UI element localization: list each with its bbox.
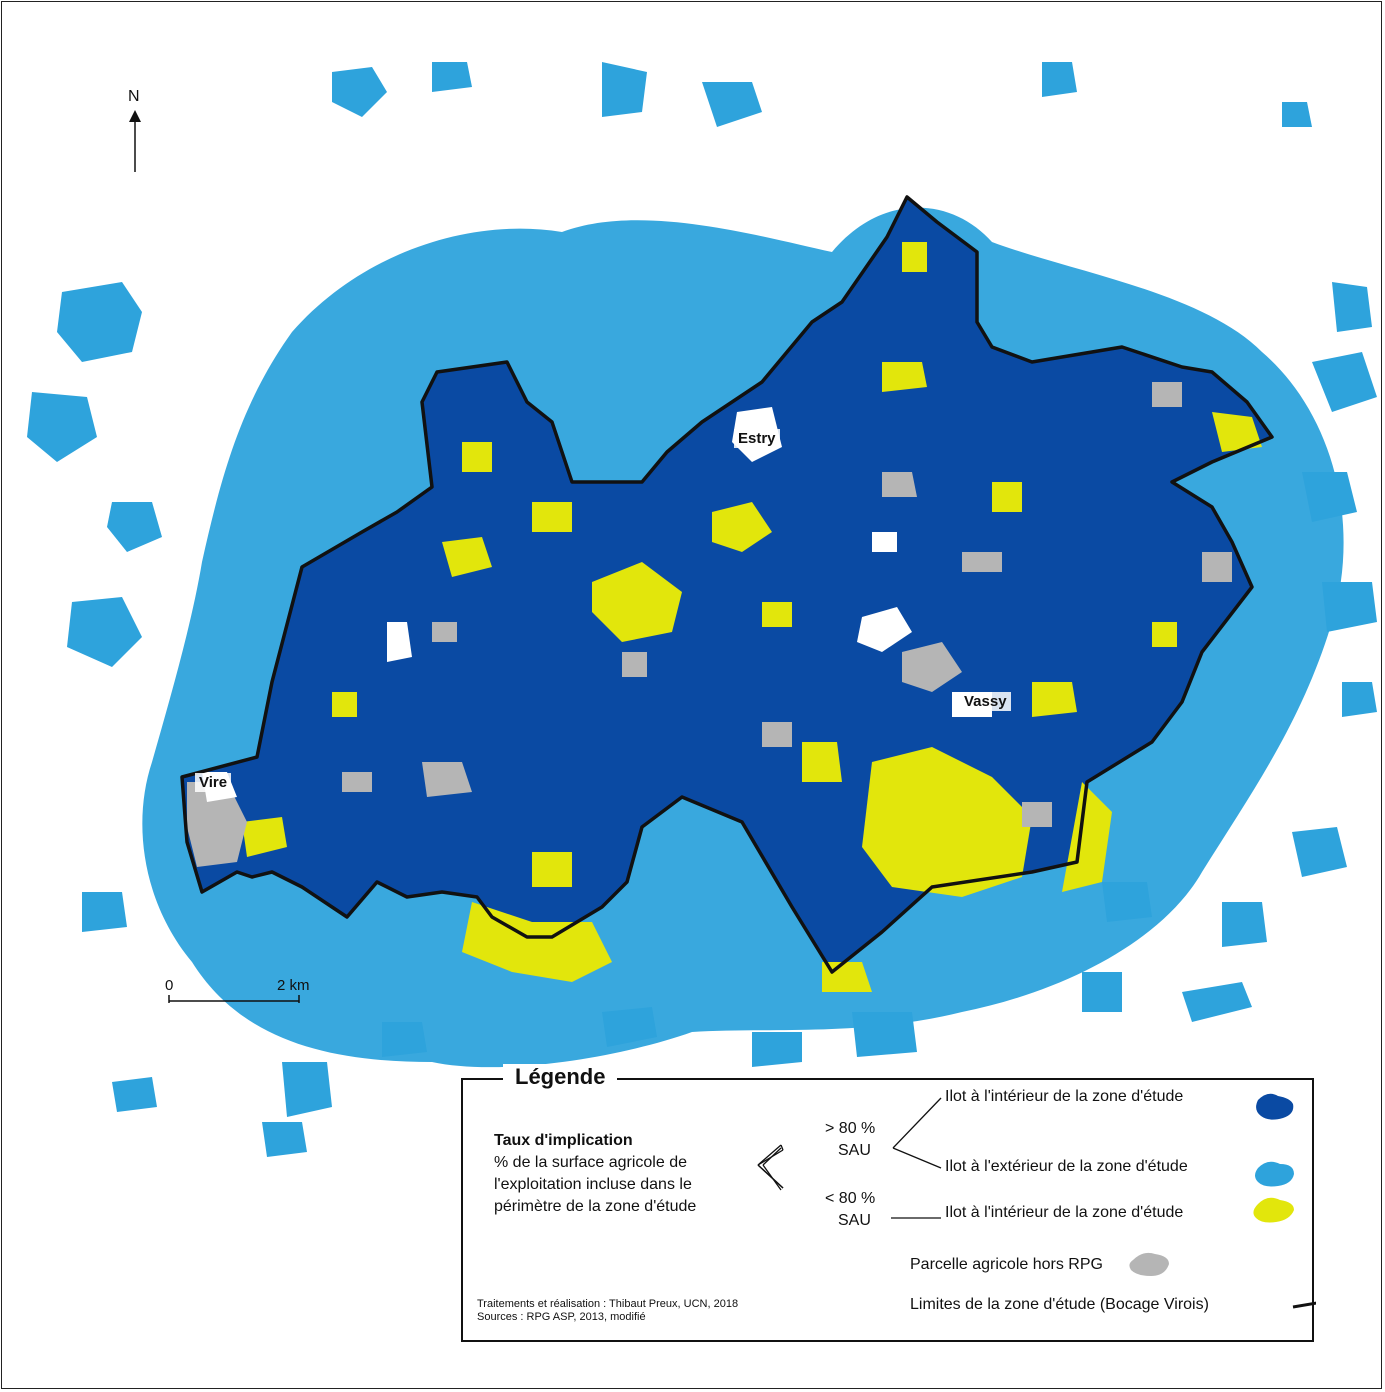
legend-item-outside-high: Ilot à l'extérieur de la zone d'étude	[945, 1158, 1188, 1175]
threshold-high-value: > 80 %	[825, 1120, 876, 1137]
swatch-outside-high-icon	[1255, 1161, 1294, 1187]
legend-heading: Taux d'implication	[494, 1132, 633, 1149]
legend-description-line: périmètre de la zone d'étude	[494, 1198, 697, 1215]
threshold-low-value: < 80 %	[825, 1190, 876, 1207]
swatch-non-rpg-icon	[1129, 1252, 1169, 1276]
legend-credit-line: Traitements et réalisation : Thibaut Pre…	[477, 1298, 739, 1310]
legend-item-inside-low: Ilot à l'intérieur de la zone d'étude	[945, 1204, 1184, 1221]
north-arrow-icon	[129, 110, 141, 172]
legend-branch-line	[892, 1097, 942, 1149]
legend-source-line: Sources : RPG ASP, 2013, modifié	[477, 1311, 646, 1323]
legend-box: Légende Taux d'implication % de la surfa…	[461, 1064, 1316, 1342]
study-zone-boundary	[180, 195, 1274, 974]
place-label-vassy: Vassy	[960, 692, 1011, 711]
scale-bar	[168, 995, 300, 1003]
scale-label-start: 0	[165, 977, 174, 994]
legend-graphics	[757, 1093, 1316, 1309]
legend-title: Légende	[503, 1064, 618, 1090]
non-rpg-parcels-layer	[187, 382, 1232, 867]
north-label: N	[128, 88, 140, 105]
threshold-low-unit: SAU	[838, 1212, 871, 1229]
place-label-estry: Estry	[734, 429, 780, 448]
legend-description-line: % de la surface agricole de	[494, 1154, 687, 1171]
legend-branch-line	[780, 1144, 784, 1151]
legend-item-non-rpg: Parcelle agricole hors RPG	[910, 1256, 1103, 1273]
swatch-boundary-icon	[1292, 1301, 1316, 1309]
threshold-high-unit: SAU	[838, 1142, 871, 1159]
place-label-vire: Vire	[195, 773, 232, 792]
legend-branch-line	[762, 1147, 782, 1166]
legend-item-inside-high: Ilot à l'intérieur de la zone d'étude	[945, 1088, 1184, 1105]
legend-item-boundary: Limites de la zone d'étude (Bocage Viroi…	[910, 1296, 1209, 1313]
scale-label-end: 2 km	[277, 977, 310, 994]
legend-branch-line	[762, 1164, 782, 1191]
legend-branch-line	[757, 1144, 782, 1166]
legend-description-line: l'exploitation incluse dans le	[494, 1176, 692, 1193]
swatch-inside-high-icon	[1256, 1093, 1294, 1120]
legend-branch-line	[892, 1147, 942, 1169]
swatch-inside-low-icon	[1253, 1197, 1294, 1223]
